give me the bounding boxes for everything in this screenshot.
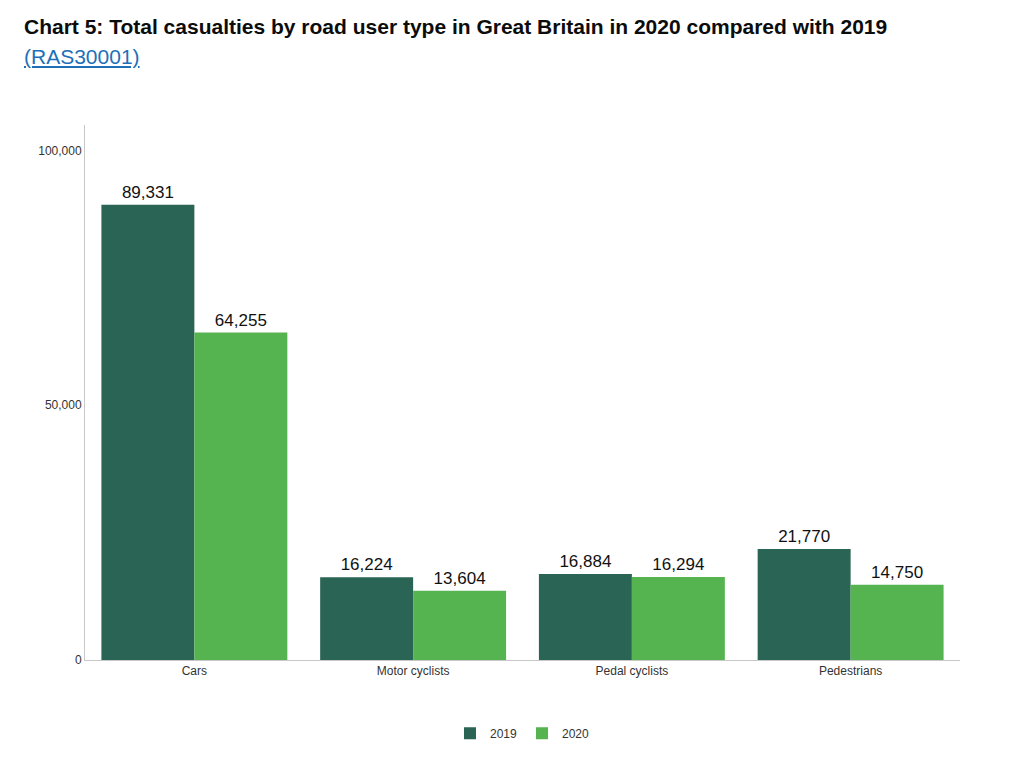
svg-text:89,331: 89,331 (122, 183, 174, 202)
svg-text:64,255: 64,255 (215, 311, 267, 330)
svg-text:16,294: 16,294 (652, 555, 704, 574)
svg-text:Motor cyclists: Motor cyclists (377, 664, 450, 678)
svg-text:Pedestrians: Pedestrians (819, 664, 882, 678)
svg-text:0: 0 (75, 653, 82, 667)
svg-text:Pedal cyclists: Pedal cyclists (596, 664, 669, 678)
html-text:(RAS30001): (RAS30001) (24, 45, 140, 68)
svg-text:16,884: 16,884 (559, 552, 611, 571)
svg-text:2020: 2020 (562, 727, 589, 741)
svg-text:50,000: 50,000 (45, 398, 82, 412)
html-text:Chart 5: Total casualties by r: Chart 5: Total casualties by road user t… (24, 15, 888, 38)
svg-text:100,000: 100,000 (38, 144, 82, 158)
svg-text:16,224: 16,224 (341, 555, 393, 574)
svg-text:Cars: Cars (182, 664, 207, 678)
svg-text:2019: 2019 (490, 727, 517, 741)
svg-text:21,770: 21,770 (778, 527, 830, 546)
svg-text:13,604: 13,604 (434, 569, 486, 588)
svg-text:14,750: 14,750 (871, 563, 923, 582)
